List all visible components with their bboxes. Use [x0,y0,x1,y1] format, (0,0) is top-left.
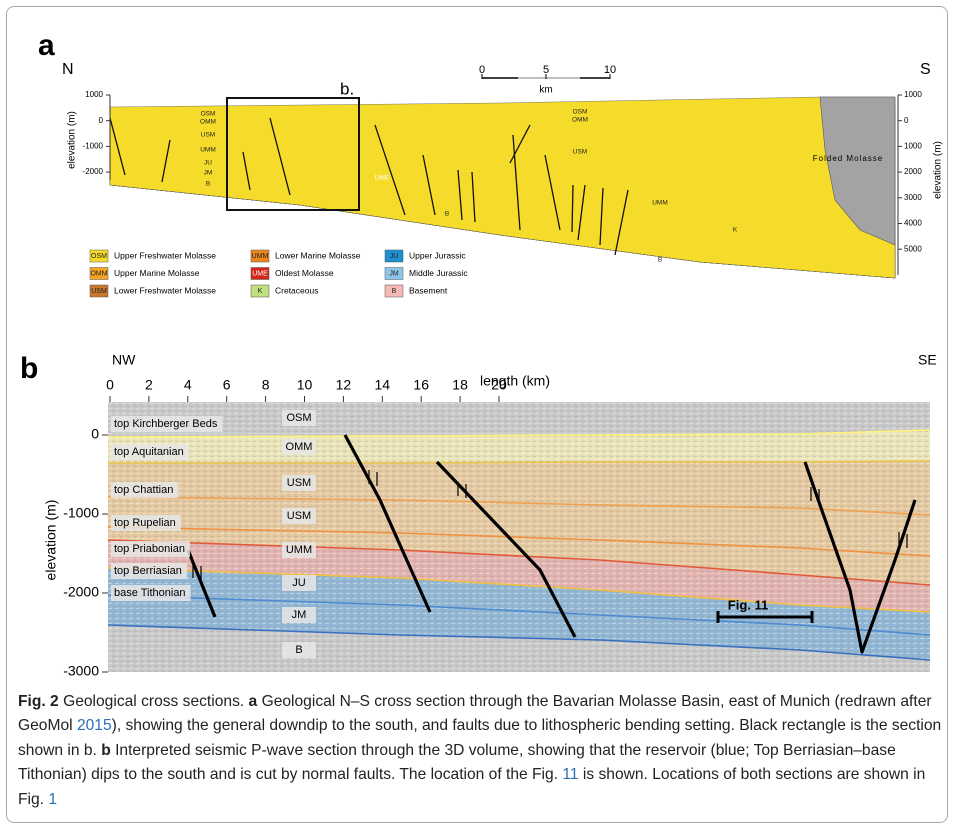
y-tick-label: -1000 [63,505,99,521]
x-tick-label: 12 [336,377,352,393]
layer-label: USM [573,149,587,156]
y-title: elevation (m) [43,500,59,581]
horizon-label: top Rupelian [114,517,176,529]
unit-label: JU [292,577,306,589]
y-tick-label: 1000 [904,90,922,99]
layer-label: B [445,211,449,218]
x-tick-label: 2 [145,377,153,393]
caption: Fig. 2 Geological cross sections. a Geol… [18,690,948,812]
layer-label: JM [204,170,213,177]
legend-name: Oldest Molasse [275,268,334,278]
caption-b: b [101,742,111,759]
scale-label: 10 [604,64,616,76]
legend-code: JU [390,253,399,260]
y-tick-label: -3000 [63,663,99,679]
legend-name: Upper Freshwater Molasse [114,250,216,260]
figure: a N S b. km elevation (m) elevation (m) … [0,0,956,690]
south: S [920,61,931,78]
x-tick-label: 0 [106,377,114,393]
legend-code: USM [91,288,107,295]
x-tick-label: 16 [413,377,429,393]
y-tick-label: 0 [91,426,99,442]
scale-unit: km [539,85,552,96]
y-title-right: elevation (m) [933,141,944,199]
unit-label: USM [287,510,311,522]
legend-name: Upper Marine Molasse [114,268,200,278]
y-tick-label: 2000 [904,167,922,176]
y-tick-label: -2000 [63,584,99,600]
legend-code: OMM [90,270,107,277]
box-label: b. [340,79,354,98]
caption-fig: Fig. 2 [18,693,59,710]
southeast: SE [918,352,937,368]
legend-name: Basement [409,285,448,295]
layer-label: USM [201,132,215,139]
layer-label: UMM [200,147,216,154]
legend-name: Cretaceous [275,285,318,295]
y-tick-label: 5000 [904,244,922,253]
horizon-label: top Aquitanian [114,446,184,458]
legend-code: JM [389,270,399,277]
x-tick-label: 10 [297,377,313,393]
x-tick-label: 20 [491,377,507,393]
caption-link[interactable]: 1 [48,791,57,808]
layer-label: UMM [652,200,668,207]
x-tick-label: 6 [223,377,231,393]
panel-label: a [38,29,55,62]
legend-name: Lower Marine Molasse [275,250,361,260]
horizon-label: top Priabonian [114,543,185,555]
unit-label: B [295,644,302,656]
legend-code: K [258,288,263,295]
x-tick-label: 14 [375,377,391,393]
north: N [62,61,74,78]
layer-label: OSM [201,111,216,118]
legend-code: UMM [252,253,269,260]
y-tick-label: -1000 [83,142,104,151]
y-tick-label: 1000 [85,90,103,99]
x-tick-label: 18 [452,377,468,393]
layer-label: K [733,227,738,234]
y-tick-label: 0 [904,116,909,125]
y-tick-label: 0 [99,116,104,125]
horizon-label: top Chattian [114,484,173,496]
scale-label: 5 [543,64,549,76]
caption-link[interactable]: 11 [562,766,578,783]
y-tick-label: 1000 [904,142,922,151]
y-tick-label: 4000 [904,219,922,228]
layer-label: OSM [573,109,588,116]
layer-label: UME [375,175,390,182]
x-tick-label: 8 [262,377,270,393]
unit-label: UMM [286,544,312,556]
horizon-label: top Kirchberger Beds [114,418,218,430]
layer-label: B [206,181,210,188]
legend-name: Middle Jurassic [409,268,468,278]
horizon-label: base Tithonian [114,587,186,599]
legend-code: B [392,288,397,295]
scale-label: 0 [479,64,485,76]
layer-label: OMM [200,119,216,126]
legend-name: Upper Jurassic [409,250,466,260]
layer-label: JU [204,160,212,167]
y-tick-label: -2000 [83,167,104,176]
panel-label: b [20,352,38,385]
caption-a: a [249,693,258,710]
y-title: elevation (m) [67,111,78,169]
horizon-label: top Berriasian [114,565,182,577]
northwest: NW [112,352,136,368]
y-tick-label: 3000 [904,193,922,202]
unit-label: JM [292,609,307,621]
unit-label: OMM [286,441,313,453]
caption-text: Geological cross sections. [59,693,249,710]
x-tick-label: 4 [184,377,192,393]
folded-label: Folded Molasse [813,154,883,163]
legend-name: Lower Freshwater Molasse [114,285,216,295]
legend-code: OSM [91,253,107,260]
fig-ref: Fig. 11 [728,597,768,612]
layer-label: OMM [572,117,588,124]
legend-code: UME [252,270,268,277]
unit-label: OSM [286,412,311,424]
layer-label: B [658,257,662,264]
unit-label: USM [287,477,311,489]
caption-link[interactable]: 2015 [77,717,112,734]
